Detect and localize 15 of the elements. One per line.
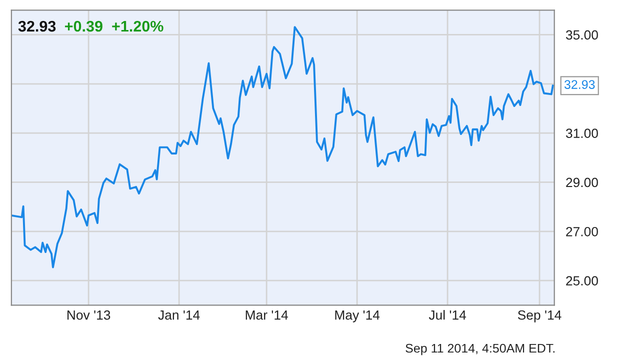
x-tick-label: Jul '14	[428, 310, 466, 320]
text: Sep 11 2014, 4:50AM EDT.	[406, 344, 554, 356]
y-tick-label: 35.00	[566, 30, 598, 40]
y-tick-label: 27.00	[566, 226, 598, 236]
annotation: 32.93	[564, 80, 595, 89]
x-tick-label: Sep '14	[518, 310, 562, 322]
x-tick-label: Nov '13	[67, 310, 110, 320]
y-tick-label: 25.00	[566, 276, 598, 286]
x-tick-label: May '14	[335, 310, 380, 322]
y-tick-label: 29.00	[566, 178, 598, 188]
text: +0.39 +1.20%	[64, 20, 164, 32]
x-tick-label: Mar '14	[246, 310, 288, 320]
text: 32.93	[18, 20, 56, 32]
x-tick-label: Jan '14	[158, 310, 200, 320]
y-tick-label: 31.00	[566, 128, 598, 138]
